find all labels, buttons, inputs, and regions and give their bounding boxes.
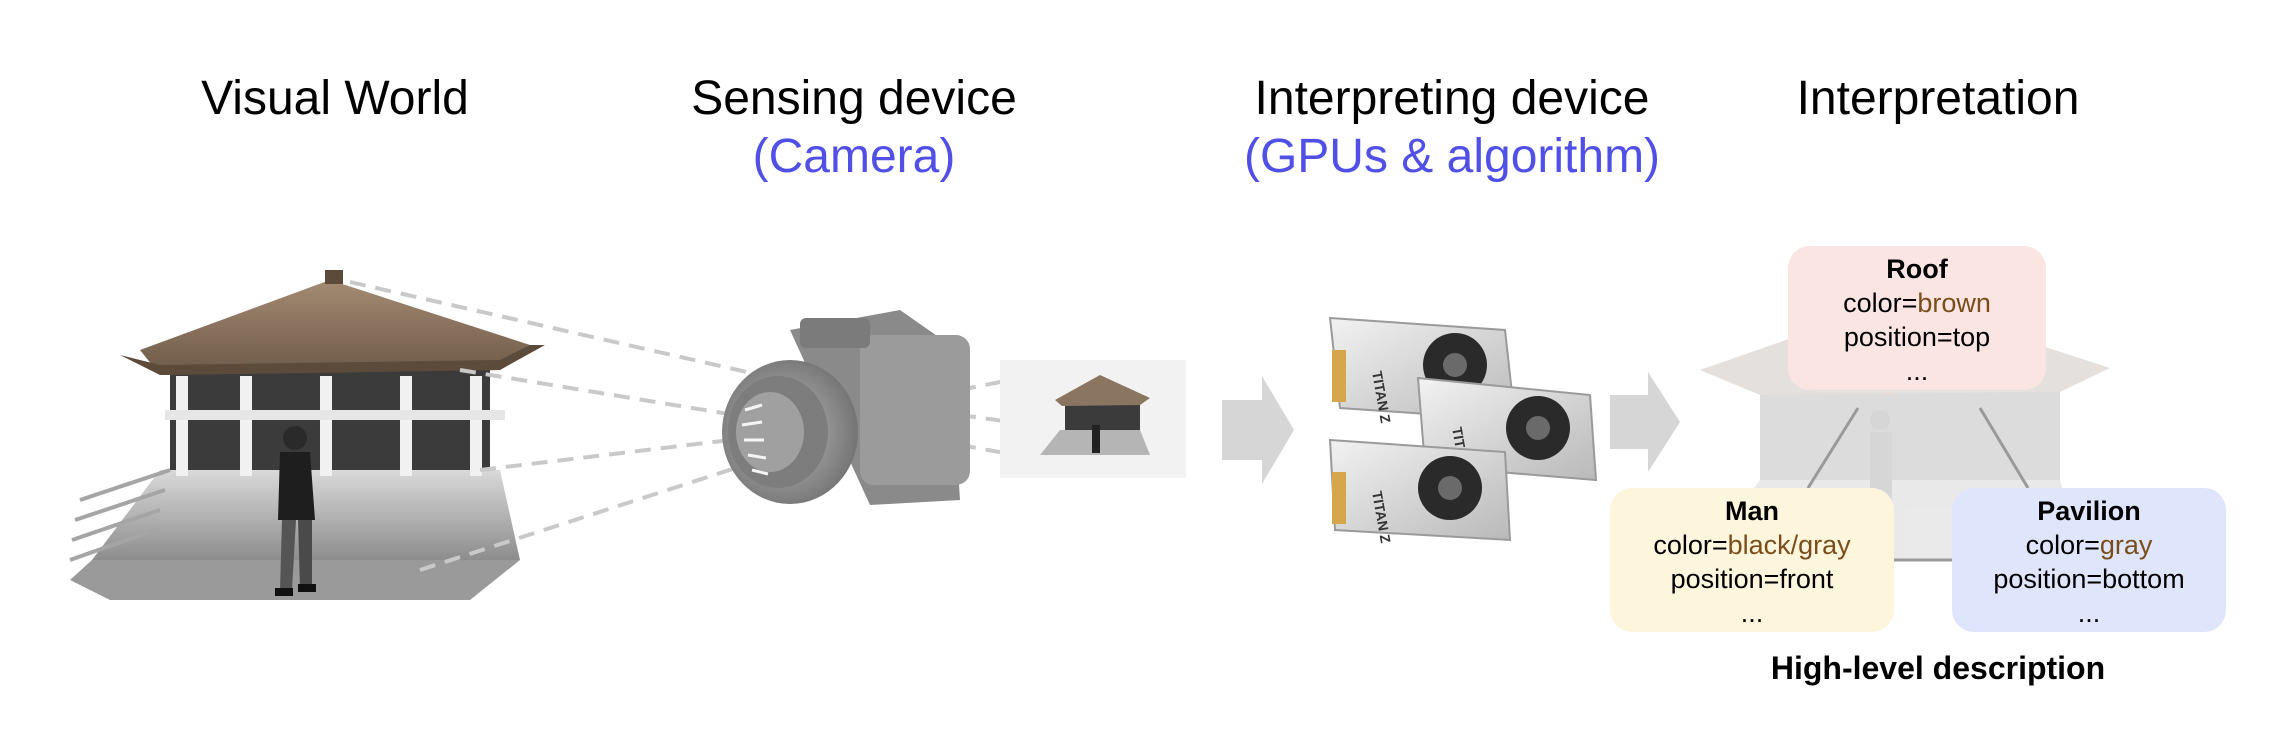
- heading-interpreting-device: Interpreting device (GPUs & algorithm): [1152, 70, 1752, 186]
- card-pavilion: Pavilion color=gray position=bottom ...: [1952, 488, 2226, 632]
- heading-sensing-text: Sensing device: [691, 72, 1017, 125]
- card-man-more: ...: [1740, 598, 1764, 628]
- card-man-color-key: color=: [1653, 530, 1728, 560]
- arrow-right-icon-2: [1610, 372, 1680, 472]
- card-roof-more: ...: [1905, 356, 1929, 386]
- card-pavilion-color-value: gray: [2099, 530, 2153, 560]
- heading-sensing-sub: (Camera): [752, 130, 956, 183]
- heading-interpretation-text: Interpretation: [1796, 72, 2080, 125]
- camera-icon: [722, 310, 970, 505]
- caption-high-level-description: High-level description: [1770, 650, 2106, 686]
- card-man-color-value: black/gray: [1727, 530, 1851, 560]
- card-roof-position: position=top: [1843, 322, 1991, 352]
- arrow-right-icon: [1222, 376, 1294, 484]
- card-pavilion-more: ...: [2077, 598, 2101, 628]
- card-pavilion-title: Pavilion: [2037, 496, 2141, 526]
- heading-visual-world-text: Visual World: [201, 72, 469, 125]
- gpu-stack: TITAN Z TITAN Z TITAN Z: [1328, 316, 1598, 545]
- heading-interpreting-sub: (GPUs & algorithm): [1243, 130, 1661, 183]
- card-man: Man color=black/gray position=front ...: [1610, 488, 1894, 632]
- card-roof-color-key: color=: [1843, 288, 1918, 318]
- card-pavilion-color: color=gray: [1952, 528, 2226, 562]
- gpu-card-icon-3: TITAN Z: [1328, 438, 1512, 545]
- card-man-title: Man: [1725, 496, 1779, 526]
- card-roof-color: color=brown: [1788, 286, 2046, 320]
- card-roof: Roof color=brown position=top ...: [1788, 246, 2046, 390]
- card-roof-title: Roof: [1886, 254, 1948, 284]
- heading-interpretation: Interpretation: [1638, 70, 2238, 128]
- heading-interpreting-text: Interpreting device: [1254, 72, 1650, 125]
- heading-visual-world: Visual World: [35, 70, 635, 128]
- person-illustration: [275, 426, 316, 596]
- heading-sensing-device: Sensing device (Camera): [554, 70, 1154, 186]
- captured-image: [1000, 360, 1186, 478]
- card-pavilion-position: position=bottom: [1993, 564, 2185, 594]
- card-pavilion-color-key: color=: [2025, 530, 2100, 560]
- card-connectors: [1806, 407, 2030, 562]
- card-man-color: color=black/gray: [1610, 528, 1894, 562]
- card-roof-color-value: brown: [1917, 288, 1991, 318]
- card-man-position: position=front: [1670, 564, 1834, 594]
